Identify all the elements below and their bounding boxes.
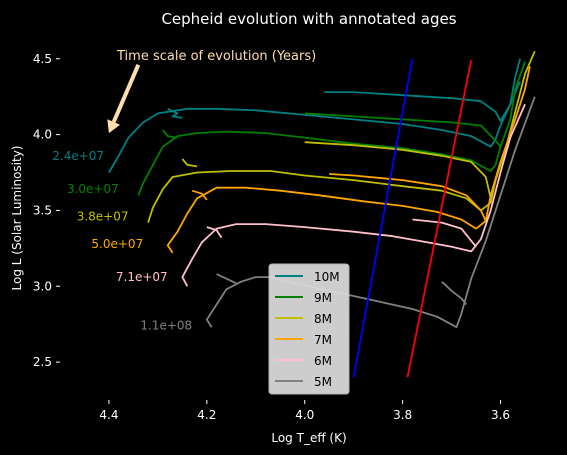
series-line-segment <box>181 103 526 287</box>
legend-label-5M: 5M <box>314 375 332 389</box>
series-line-segment <box>206 226 223 239</box>
series-line-segment <box>324 81 521 122</box>
series-line-segment <box>167 107 183 119</box>
x-axis-label: Log T_eff (K) <box>271 431 346 445</box>
series-line-segment <box>304 112 502 148</box>
series-line-segment <box>304 141 492 199</box>
y-axis: 2.5 3.0 3.5 4.0 4.5 <box>33 52 60 369</box>
instability-strip-red-edge <box>406 60 473 378</box>
plot-area <box>108 50 536 378</box>
legend-label-10M: 10M <box>314 270 340 284</box>
annotation-arrow-head <box>107 119 121 134</box>
series-line-segment <box>441 281 468 306</box>
instability-strip-blue-edge <box>352 58 414 378</box>
legend-label-8M: 8M <box>314 312 332 326</box>
series-line-segment <box>191 189 208 201</box>
series-line-segment <box>205 96 536 329</box>
x-tick-label: 3.6 <box>491 408 510 422</box>
y-tick-label: 3.5 <box>33 203 52 217</box>
series-7M-track <box>166 66 531 254</box>
series-line-segment <box>108 58 521 173</box>
y-tick-label: 2.5 <box>33 355 52 369</box>
y-tick-label: 3.0 <box>33 279 52 293</box>
series-line-segment <box>216 273 237 285</box>
age-label-5M: 1.1e+08 <box>140 319 192 333</box>
series-6M-track <box>181 103 526 287</box>
age-label-8M: 3.8e+07 <box>77 209 129 223</box>
y-axis-label: Log L (Solar Luminosity) <box>10 146 24 291</box>
age-label-6M: 7.1e+07 <box>116 270 168 284</box>
series-5M-track <box>205 96 536 329</box>
series-10M-track <box>108 58 521 173</box>
x-tick-label: 4.0 <box>295 408 314 422</box>
annotation-text: Time scale of evolution (Years) <box>116 49 316 64</box>
series-line-segment <box>412 218 477 248</box>
legend-label-6M: 6M <box>314 354 332 368</box>
x-tick-label: 3.8 <box>393 408 412 422</box>
age-labels: 2.4e+07 3.0e+07 3.8e+07 5.0e+07 7.1e+07 1.1e+… <box>52 149 192 333</box>
y-tick-label: 4.5 <box>33 52 52 66</box>
chart-title: Cepheid evolution with annotated ages <box>161 10 456 28</box>
age-label-9M: 3.0e+07 <box>67 182 119 196</box>
legend-label-9M: 9M <box>314 291 332 305</box>
legend-label-7M: 7M <box>314 333 332 347</box>
y-tick-label: 4.0 <box>33 128 52 142</box>
age-label-10M: 2.4e+07 <box>52 149 104 163</box>
age-label-7M: 5.0e+07 <box>91 237 143 251</box>
series-line-segment <box>181 158 198 168</box>
annotation-arrow-shaft <box>111 64 141 123</box>
series-9M-track <box>137 61 526 196</box>
series-line-segment <box>166 66 531 254</box>
x-tick-label: 4.2 <box>197 408 216 422</box>
x-axis: 4.4 4.2 4.0 3.8 3.6 <box>99 400 510 422</box>
annotation-arrow <box>107 64 141 134</box>
series-line-segment <box>329 173 487 222</box>
legend: 10M 9M 8M 7M 6M 5M <box>268 263 350 395</box>
x-tick-label: 4.4 <box>99 408 118 422</box>
series-line-segment <box>162 129 178 139</box>
